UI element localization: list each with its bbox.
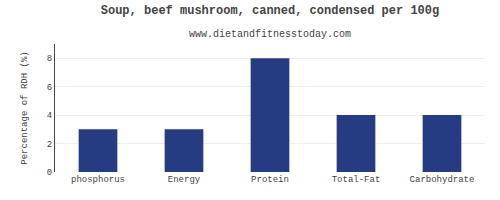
- svg-text:Carbohydrate: Carbohydrate: [410, 175, 475, 185]
- svg-text:phosphorus: phosphorus: [71, 175, 125, 185]
- svg-text:2: 2: [47, 140, 52, 150]
- svg-text:Protein: Protein: [251, 175, 289, 185]
- svg-text:0: 0: [47, 168, 52, 178]
- svg-text:4: 4: [47, 111, 52, 121]
- svg-text:Percentage of RDH (%): Percentage of RDH (%): [20, 51, 30, 164]
- svg-text:www.dietandfitnesstoday.com: www.dietandfitnesstoday.com: [189, 29, 351, 40]
- svg-text:Total-Fat: Total-Fat: [332, 175, 381, 185]
- svg-text:8: 8: [47, 54, 52, 64]
- svg-text:Soup, beef mushroom, canned, c: Soup, beef mushroom, canned, condensed p…: [101, 4, 439, 18]
- svg-text:6: 6: [47, 83, 52, 93]
- svg-text:Energy: Energy: [168, 175, 201, 185]
